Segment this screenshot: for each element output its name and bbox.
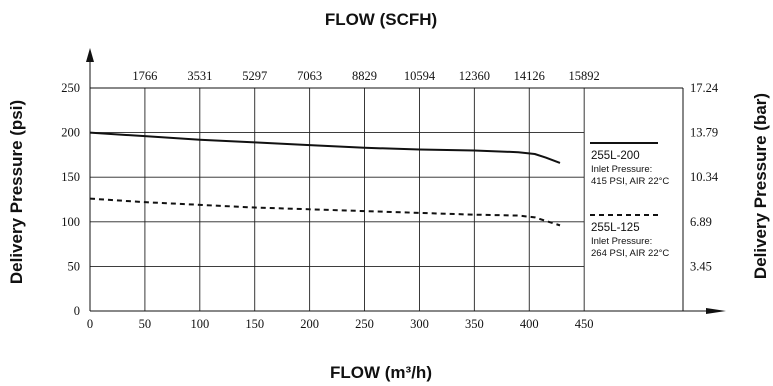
y-tick-label: 100	[61, 215, 80, 229]
y-right-tick-label: 3.45	[690, 259, 712, 273]
legend-note2-255l-200: 415 PSI, AIR 22°C	[591, 176, 669, 187]
x-tick-label: 300	[410, 317, 429, 331]
x-top-tick-label: 1766	[132, 69, 157, 83]
data-series	[89, 131, 561, 227]
x-top-tick-label: 8829	[352, 69, 377, 83]
x-top-tick-label: 15892	[569, 69, 600, 83]
x-axis-title: FLOW (m³/h)	[330, 363, 432, 382]
x-top-tick-labels: 1766 3531 5297 7063 8829 10594 12360 14126 15892	[132, 69, 599, 83]
x-top-tick-label: 3531	[187, 69, 212, 83]
x-tick-labels: 0 50 100 150 200 250 300 350 400 450	[87, 317, 594, 331]
y-axis-title-left: Delivery Pressure (psi)	[7, 100, 26, 284]
y-tick-label: 200	[61, 126, 80, 140]
y-right-tick-label: 6.89	[690, 215, 712, 229]
x-tick-label: 350	[465, 317, 484, 331]
x-tick-label: 100	[190, 317, 209, 331]
x-top-tick-label: 14126	[514, 69, 545, 83]
x-top-tick-label: 7063	[297, 69, 322, 83]
legend-label-255l-200: 255L-200	[591, 150, 640, 162]
y-tick-label: 0	[74, 304, 80, 318]
y-axis-title-right: Delivery Pressure (bar)	[751, 93, 770, 279]
x-tick-label: 150	[245, 317, 264, 331]
y-right-tick-label: 13.79	[690, 126, 718, 140]
x-top-tick-label: 5297	[242, 69, 267, 83]
y-right-tick-labels: 3.45 6.89 10.34 13.79 17.24	[690, 81, 719, 273]
legend: 255L-200 Inlet Pressure: 415 PSI, AIR 22…	[590, 142, 669, 259]
x-axis-arrow	[706, 308, 726, 314]
legend-label-255l-125: 255L-125	[591, 222, 640, 234]
x-tick-label: 250	[355, 317, 374, 331]
series-line-255l-125	[89, 197, 561, 227]
y-right-tick-label: 10.34	[690, 170, 719, 184]
legend-note1-255l-200: Inlet Pressure:	[591, 164, 652, 175]
series-line-255l-200	[89, 131, 561, 164]
x-tick-label: 50	[139, 317, 152, 331]
axes	[86, 48, 726, 314]
x-top-tick-label: 12360	[459, 69, 490, 83]
y-right-tick-label: 17.24	[690, 81, 719, 95]
legend-note2-255l-125: 264 PSI, AIR 22°C	[591, 248, 669, 259]
top-axis-title: FLOW (SCFH)	[325, 10, 437, 29]
x-tick-label: 400	[520, 317, 539, 331]
y-axis-arrow	[86, 48, 94, 62]
legend-note1-255l-125: Inlet Pressure:	[591, 236, 652, 247]
x-tick-label: 200	[300, 317, 319, 331]
x-tick-label: 450	[575, 317, 594, 331]
y-tick-label: 150	[61, 170, 80, 184]
y-tick-label: 50	[68, 259, 81, 273]
x-tick-label: 0	[87, 317, 93, 331]
y-tick-label: 250	[61, 81, 80, 95]
x-top-tick-label: 10594	[404, 69, 436, 83]
grid-lines	[90, 87, 585, 311]
y-tick-labels: 0 50 100 150 200 250	[61, 81, 80, 318]
